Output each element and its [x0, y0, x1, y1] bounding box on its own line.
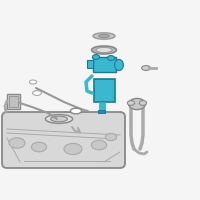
FancyBboxPatch shape [2, 112, 125, 168]
Bar [93, 57, 116, 72]
Ellipse shape [92, 55, 100, 59]
Ellipse shape [142, 66, 150, 70]
Bar [9, 96, 18, 107]
Ellipse shape [51, 116, 67, 122]
Ellipse shape [115, 59, 123, 71]
Ellipse shape [9, 138, 25, 148]
Ellipse shape [93, 33, 115, 39]
Ellipse shape [139, 101, 147, 105]
Ellipse shape [33, 91, 41, 95]
Bar [87, 60, 93, 68]
Ellipse shape [92, 46, 116, 54]
Ellipse shape [129, 98, 145, 110]
Ellipse shape [29, 80, 37, 84]
Bar [94, 79, 115, 102]
Ellipse shape [127, 101, 135, 105]
Bar [7, 94, 20, 109]
Ellipse shape [31, 142, 47, 152]
Ellipse shape [96, 47, 112, 53]
Ellipse shape [45, 115, 73, 123]
Ellipse shape [107, 56, 115, 60]
Ellipse shape [98, 34, 110, 38]
Ellipse shape [91, 140, 107, 150]
Ellipse shape [105, 133, 117, 141]
Bar [98, 110, 105, 113]
Ellipse shape [64, 143, 82, 155]
Ellipse shape [70, 108, 82, 114]
